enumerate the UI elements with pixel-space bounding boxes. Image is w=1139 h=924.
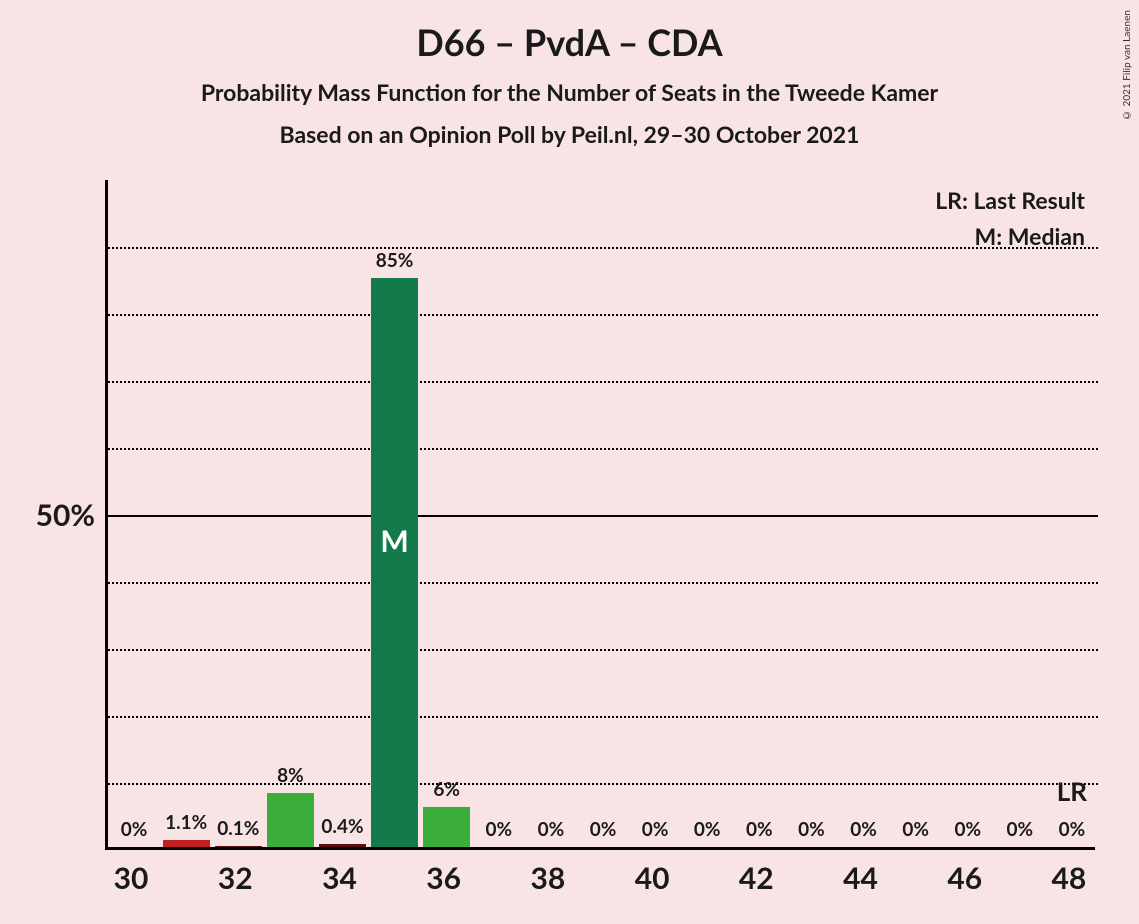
bar-value-label: 0% (538, 818, 565, 841)
gridline (108, 649, 1098, 651)
bar-value-label: 0% (746, 818, 773, 841)
x-axis-label: 34 (322, 860, 357, 896)
x-axis-label: 32 (218, 860, 253, 896)
x-axis-label: 42 (739, 860, 774, 896)
gridline (108, 515, 1098, 517)
bar (215, 846, 262, 847)
bar-value-label: 0% (1007, 818, 1034, 841)
x-axis-label: 38 (530, 860, 565, 896)
gridline (108, 247, 1098, 249)
bar-value-label: 0.4% (321, 815, 363, 838)
bar-value-label: 6% (433, 778, 460, 801)
bar-value-label: 1.1% (165, 811, 207, 834)
gridline (108, 582, 1098, 584)
gridline (108, 314, 1098, 316)
chart-title: D66 – PvdA – CDA (0, 0, 1139, 64)
bar-value-label: 0% (121, 818, 148, 841)
bar (267, 793, 314, 847)
bar-value-label: 8% (277, 764, 304, 787)
x-axis-label: 36 (426, 860, 461, 896)
gridline (108, 448, 1098, 450)
chart-subtitle-2: Based on an Opinion Poll by Peil.nl, 29–… (0, 120, 1139, 148)
bar-value-label: 0% (694, 818, 721, 841)
bar (319, 844, 366, 847)
x-axis-label: 44 (843, 860, 878, 896)
bar-value-label: 0% (798, 818, 825, 841)
x-axis-label: 40 (635, 860, 670, 896)
bar-value-label: 0% (954, 818, 981, 841)
x-axis-label: 48 (1052, 860, 1087, 896)
bar (371, 278, 418, 848)
bar-value-label: 0% (590, 818, 617, 841)
y-axis-label: 50% (36, 497, 95, 533)
bar-value-label: 0.1% (217, 817, 259, 840)
plot-region: 0% 1.1% 0.1% 8% 0.4% 85% M 6% 0% 0% 0% 0% 0% 0% 0% 0% 0%… (105, 180, 1095, 850)
bar-value-label: 0% (850, 818, 877, 841)
bar (423, 807, 470, 847)
bar-value-label: 85% (376, 249, 414, 272)
x-axis-label: 46 (947, 860, 982, 896)
gridline (108, 716, 1098, 718)
copyright-text: © 2021 Filip van Laenen (1121, 10, 1133, 121)
bar-value-label: 0% (485, 818, 512, 841)
bar-value-label: 0% (642, 818, 669, 841)
median-marker: M (380, 523, 408, 559)
bar (163, 840, 210, 847)
gridline (108, 381, 1098, 383)
chart-subtitle-1: Probability Mass Function for the Number… (0, 78, 1139, 106)
lr-marker: LR (1057, 775, 1087, 807)
gridline (108, 783, 1098, 785)
bar-value-label: 0% (902, 818, 929, 841)
bar-value-label: 0% (1059, 818, 1086, 841)
x-axis-label: 30 (114, 860, 149, 896)
chart-area: LR: Last Result M: Median 0%1.1%0.1%8%0.… (105, 180, 1095, 850)
